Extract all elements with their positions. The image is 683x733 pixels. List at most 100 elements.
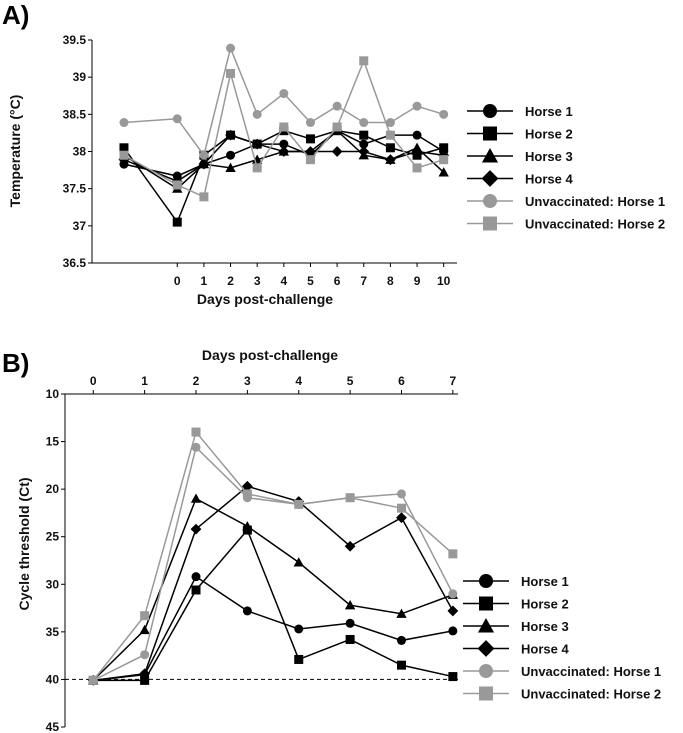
panel-a-point-horse-4 xyxy=(411,146,423,157)
panel-b-y-tick-label: 35 xyxy=(46,625,60,639)
panel-a-point-unvaccinated-horse-2 xyxy=(359,56,369,66)
panel-a-point-horse-1 xyxy=(226,150,236,160)
panel-b-legend-marker-unvaccinated-horse-2 xyxy=(479,686,493,701)
panel-a-point-horse-2 xyxy=(305,134,315,144)
panel-b-point-horse-4 xyxy=(396,512,407,524)
panel-a-line-horse-4 xyxy=(123,134,444,183)
panel-a-legend-marker-unvaccinated-horse-2 xyxy=(483,216,497,231)
panel-b-line-horse-4 xyxy=(93,485,454,682)
panel-a-point-horse-4 xyxy=(251,138,263,150)
panel-a-legend-label-horse-3: Horse 3 xyxy=(525,149,573,164)
panel-a-point-horse-4 xyxy=(384,154,396,166)
panel-a-legend-marker-horse-2 xyxy=(483,126,497,141)
panel-a-point-unvaccinated-horse-1 xyxy=(439,109,449,119)
panel-a-point-unvaccinated-horse-2 xyxy=(385,130,395,140)
panel-a-x-tick-label: 1 xyxy=(201,274,208,288)
panel-b-x-tick-label: 7 xyxy=(450,374,457,388)
panel-a-legend-label-unvaccinated-horse-1: Unvaccinated: Horse 1 xyxy=(525,194,665,209)
panel-a-point-unvaccinated-horse-2 xyxy=(199,192,209,202)
panel-b-y-axis-title: Cycle threshold (Ct) xyxy=(16,477,32,610)
panel-b-x-tick-label: 3 xyxy=(244,374,251,388)
panel-a-point-horse-1 xyxy=(412,130,422,140)
panel-a-point-unvaccinated-horse-2 xyxy=(279,122,289,132)
panel-b-x-tick-label: 0 xyxy=(90,374,97,388)
panel-b-point-horse-1 xyxy=(448,626,458,636)
panel-b-point-horse-4 xyxy=(344,540,356,552)
panel-a-point-horse-2 xyxy=(385,143,395,153)
panel-a-point-unvaccinated-horse-2 xyxy=(332,122,342,132)
panel-a-x-tick-label: 10 xyxy=(437,274,451,288)
panel-a-point-unvaccinated-horse-1 xyxy=(226,43,236,53)
panel-a-y-tick-label: 36.5 xyxy=(63,256,87,270)
panel-b-legend: Horse 1 Horse 2 Horse 3 Horse 4 Unvaccinated… xyxy=(463,574,661,702)
panel-a-y-axis-title: Temperature (°C) xyxy=(7,95,23,208)
panel-b-legend-label-unvaccinated-horse-2: Unvaccinated: Horse 2 xyxy=(521,687,661,702)
panel-a-label: A) xyxy=(2,0,29,30)
panel-b-point-horse-3 xyxy=(396,608,407,618)
panel-b-y-tick-label: 10 xyxy=(46,387,60,401)
panel-a-point-unvaccinated-horse-1 xyxy=(412,101,422,111)
panel-b-point-unvaccinated-horse-2 xyxy=(345,493,355,503)
panel-b-point-horse-3 xyxy=(344,600,356,610)
panel-a-point-horse-1 xyxy=(359,139,369,149)
panel-a-point-unvaccinated-horse-2 xyxy=(119,150,129,160)
panel-a-point-horse-4 xyxy=(331,146,343,157)
panel-a-legend-marker-unvaccinated-horse-1 xyxy=(483,194,497,208)
panel-b-x-axis-title: Days post-challenge xyxy=(202,347,338,363)
panel-b-point-unvaccinated-horse-2 xyxy=(242,489,252,499)
panel-b-label: B) xyxy=(2,348,29,378)
panel-b-point-horse-1 xyxy=(191,572,201,582)
panel-b-point-unvaccinated-horse-1 xyxy=(140,650,150,660)
panel-b-point-horse-3 xyxy=(293,557,304,567)
panel-a-point-unvaccinated-horse-2 xyxy=(439,155,449,165)
panel-b-point-horse-1 xyxy=(242,606,252,616)
panel-a-y-tick-label: 38.5 xyxy=(63,107,87,121)
panel-a-point-unvaccinated-horse-2 xyxy=(412,163,422,173)
panel-a-legend-marker-horse-4 xyxy=(481,170,499,187)
panel-a-y-tick-label: 37 xyxy=(73,219,87,233)
panel-b-legend-marker-unvaccinated-horse-1 xyxy=(479,664,493,678)
panel-a-point-unvaccinated-horse-2 xyxy=(252,163,262,173)
panel-a-x-tick-label: 0 xyxy=(174,274,181,288)
panel-b-legend-label-horse-4: Horse 4 xyxy=(521,642,569,657)
panel-a-x-tick-label: 5 xyxy=(307,274,314,288)
panel-b-point-horse-4 xyxy=(447,605,459,617)
panel-b-legend-marker-horse-1 xyxy=(479,574,493,588)
panel-b-legend-label-horse-1: Horse 1 xyxy=(521,574,569,589)
panel-a-legend-label-horse-4: Horse 4 xyxy=(525,172,573,187)
panel-a-y-tick-label: 37.5 xyxy=(63,182,87,196)
panel-a-point-horse-4 xyxy=(358,146,370,157)
panel-b-point-horse-2 xyxy=(448,672,458,682)
panel-a-legend-label-unvaccinated-horse-2: Unvaccinated: Horse 2 xyxy=(525,217,665,232)
panel-b-point-horse-4 xyxy=(139,668,151,680)
panel-a-point-unvaccinated-horse-1 xyxy=(305,118,315,128)
panel-a-legend-marker-horse-3 xyxy=(481,147,499,163)
panel-b-legend-label-horse-3: Horse 3 xyxy=(521,619,569,634)
panel-b-line-horse-2 xyxy=(93,528,454,682)
panel-a-point-horse-4 xyxy=(305,146,316,157)
panel-a-x-tick-label: 6 xyxy=(334,274,341,288)
panel-b-y-tick-label: 30 xyxy=(46,577,60,591)
panel-b-point-horse-3 xyxy=(242,521,253,531)
panel-b-point-unvaccinated-horse-2 xyxy=(191,427,201,437)
panel-b-point-unvaccinated-horse-2 xyxy=(294,499,304,509)
panel-a-point-unvaccinated-horse-1 xyxy=(199,150,209,160)
panel-a-legend-label-horse-1: Horse 1 xyxy=(525,104,573,119)
panel-a-x-axis-title: Days post-challenge xyxy=(197,291,333,307)
panel-a-line-unvaccinated-horse-1 xyxy=(123,45,444,157)
panel-a-chart: A) Days post-challenge Temperature (°C) … xyxy=(2,0,665,307)
panel-a-x-tick-label: 3 xyxy=(254,274,261,288)
panel-b-legend-label-unvaccinated-horse-1: Unvaccinated: Horse 1 xyxy=(521,664,661,679)
panel-b-point-horse-3 xyxy=(139,624,150,635)
panel-b-point-horse-2 xyxy=(140,675,150,685)
panel-a-point-horse-3 xyxy=(252,154,263,164)
panel-b-line-unvaccinated-horse-2 xyxy=(92,430,454,681)
panel-a-x-tick-label: 9 xyxy=(414,274,421,288)
panel-b-point-horse-4 xyxy=(241,480,253,492)
panel-b-y-tick-label: 25 xyxy=(46,530,60,544)
panel-b-x-tick-label: 6 xyxy=(398,374,405,388)
panel-b-point-horse-2 xyxy=(191,585,201,595)
panel-a-x-tick-label: 4 xyxy=(280,274,287,288)
panel-a-legend-label-horse-2: Horse 2 xyxy=(525,127,573,142)
